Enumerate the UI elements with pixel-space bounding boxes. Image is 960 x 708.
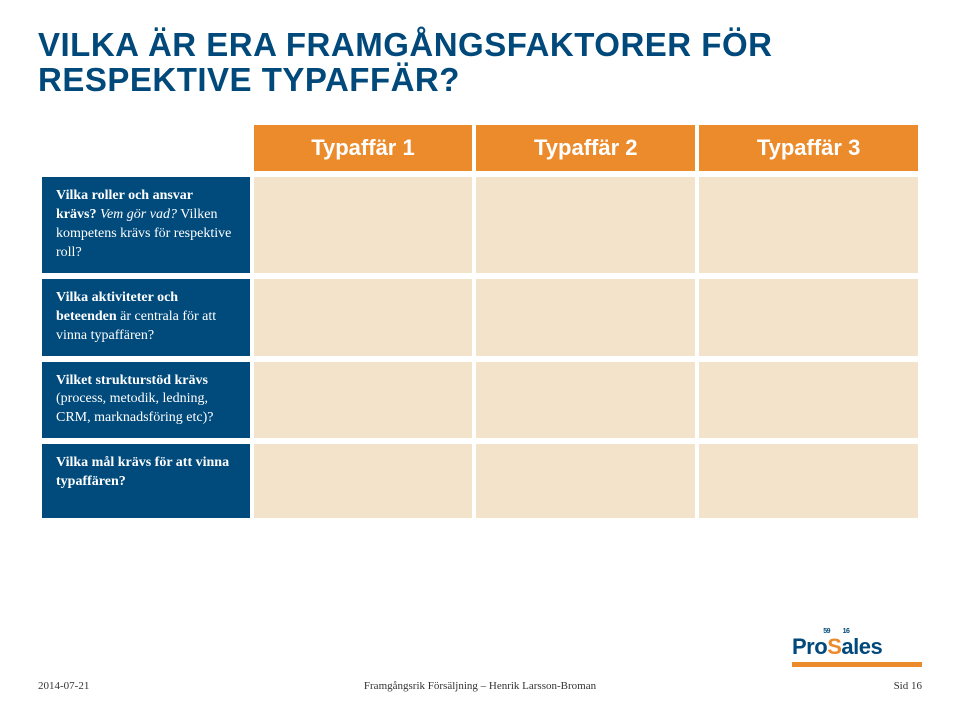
footer-center: Framgångsrik Försäljning – Henrik Larsso… bbox=[38, 680, 922, 692]
matrix-table: Typaffär 1 Typaffär 2 Typaffär 3 Vilka r… bbox=[38, 119, 922, 524]
cell bbox=[476, 444, 695, 518]
logo-ales: ales bbox=[841, 634, 882, 659]
cell bbox=[699, 279, 918, 356]
col-header-2: Typaffär 2 bbox=[476, 125, 695, 171]
row-label-1: Vilka roller och ansvar krävs? Vem gör v… bbox=[42, 177, 250, 273]
col-header-3: Typaffär 3 bbox=[699, 125, 918, 171]
cell bbox=[699, 362, 918, 439]
cell bbox=[476, 279, 695, 356]
cell bbox=[476, 177, 695, 273]
cell bbox=[699, 444, 918, 518]
prosales-logo: Pro59S16ales bbox=[792, 634, 922, 668]
row-label-3: Vilket strukturstöd krävs (process, meto… bbox=[42, 362, 250, 439]
cell bbox=[254, 444, 473, 518]
title-line-2: RESPEKTIVE TYPAFFÄR? bbox=[38, 63, 922, 98]
logo-sup-left: 59 bbox=[823, 628, 830, 635]
title-line-1: VILKA ÄR ERA FRAMGÅNGSFAKTORER FÖR bbox=[38, 28, 922, 63]
page-title: VILKA ÄR ERA FRAMGÅNGSFAKTORER FÖR RESPE… bbox=[38, 28, 922, 97]
cell bbox=[254, 279, 473, 356]
logo-sup-right: 16 bbox=[843, 628, 850, 635]
cell bbox=[254, 177, 473, 273]
col-header-1: Typaffär 1 bbox=[254, 125, 473, 171]
logo-underline bbox=[792, 662, 922, 667]
row-label-4: Vilka mål krävs för att vinna typaffären… bbox=[42, 444, 250, 518]
logo-s: S bbox=[827, 634, 841, 659]
table-row: Vilka roller och ansvar krävs? Vem gör v… bbox=[42, 177, 918, 273]
table-row: Vilka aktiviteter och beteenden är centr… bbox=[42, 279, 918, 356]
header-blank bbox=[42, 125, 250, 171]
table-row: Vilka mål krävs för att vinna typaffären… bbox=[42, 444, 918, 518]
cell bbox=[699, 177, 918, 273]
slide-footer: 2014-07-21 Framgångsrik Försäljning – He… bbox=[38, 680, 922, 692]
row-label-2: Vilka aktiviteter och beteenden är centr… bbox=[42, 279, 250, 356]
cell bbox=[476, 362, 695, 439]
table-row: Vilket strukturstöd krävs (process, meto… bbox=[42, 362, 918, 439]
table-header-row: Typaffär 1 Typaffär 2 Typaffär 3 bbox=[42, 125, 918, 171]
logo-pro: Pro bbox=[792, 634, 827, 659]
cell bbox=[254, 362, 473, 439]
